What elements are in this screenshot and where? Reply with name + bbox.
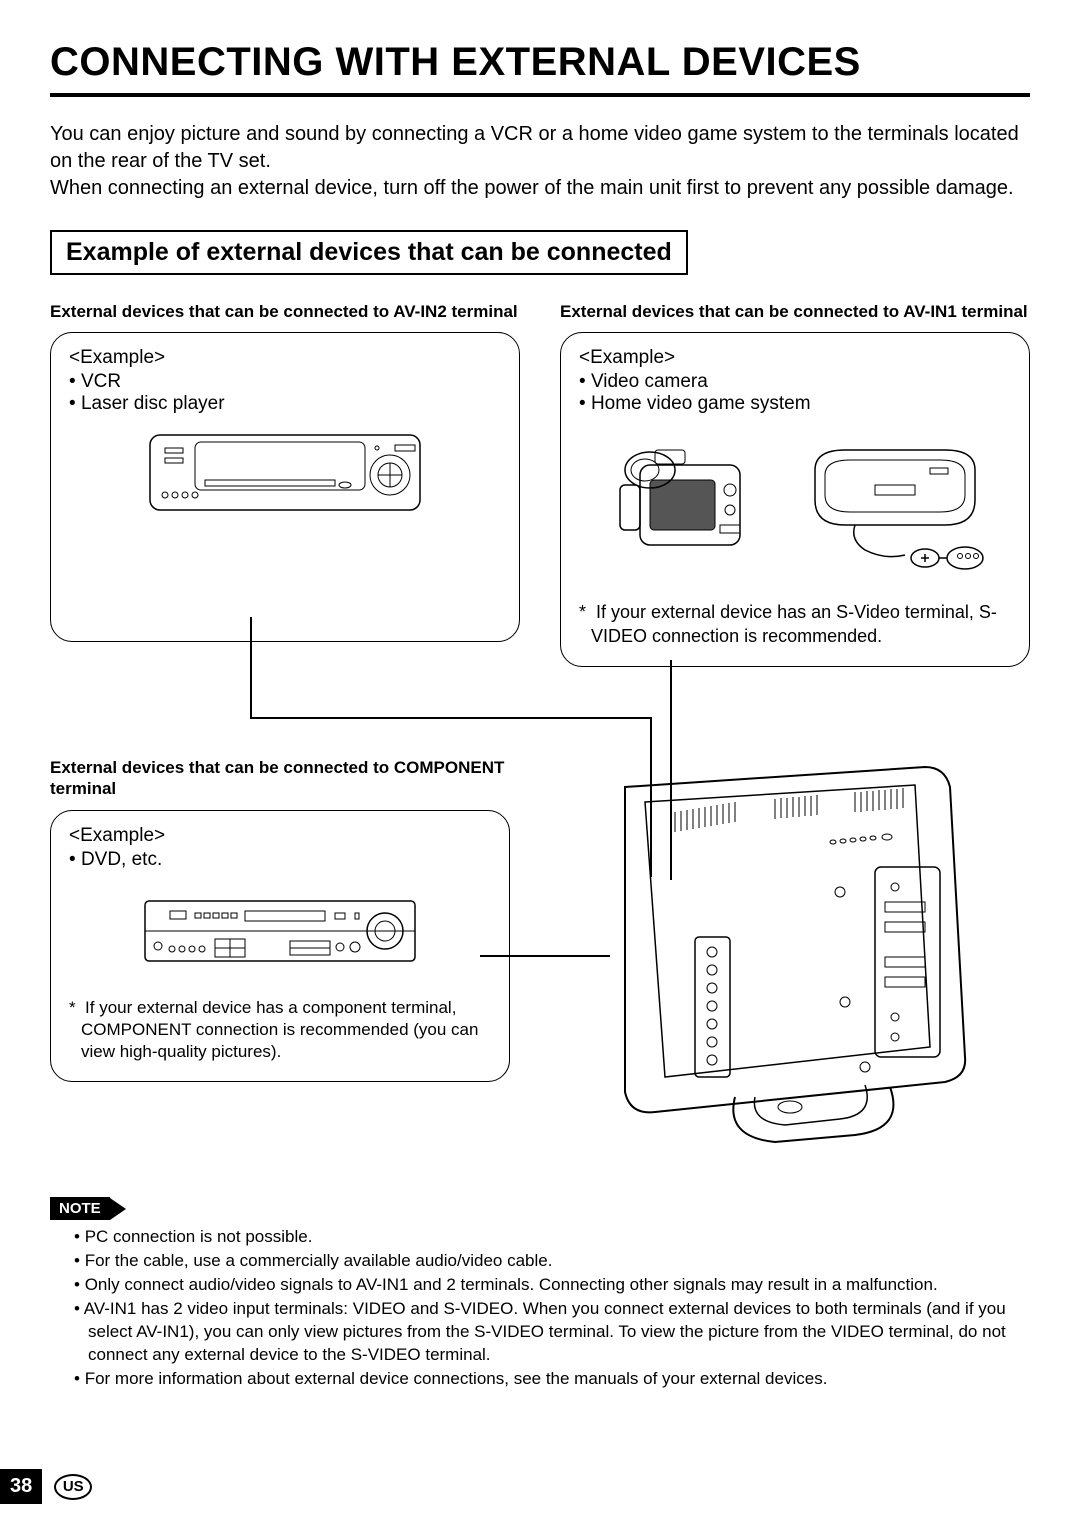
avin1-footnote: * If your external device has an S-Video…	[579, 601, 1011, 648]
intro-paragraph: You can enjoy picture and sound by conne…	[50, 121, 1030, 202]
note-label: NOTE	[50, 1197, 110, 1220]
component-footnote: * If your external device has a componen…	[69, 997, 491, 1063]
lower-row: External devices that can be connected t…	[50, 757, 1030, 1157]
list-item: DVD, etc.	[69, 849, 491, 871]
avin2-heading: External devices that can be connected t…	[50, 301, 520, 322]
page-footer: 38 US	[0, 1469, 92, 1504]
connector-line	[650, 717, 652, 877]
list-item: VCR	[69, 371, 501, 393]
list-item: For more information about external devi…	[74, 1368, 1030, 1391]
connector-line	[480, 955, 610, 957]
avin2-example-label: <Example>	[69, 347, 501, 369]
avin2-column: External devices that can be connected t…	[50, 301, 520, 667]
note-tag: NOTE	[50, 1197, 126, 1220]
page-number: 38	[0, 1469, 42, 1504]
component-device-list: DVD, etc.	[69, 849, 491, 871]
top-columns: External devices that can be connected t…	[50, 301, 1030, 667]
list-item: Home video game system	[579, 393, 1011, 415]
connector-line	[670, 660, 672, 880]
dvd-illustration	[69, 881, 491, 981]
avin1-device-list: Video camera Home video game system	[579, 371, 1011, 415]
notes-list: PC connection is not possible. For the c…	[50, 1226, 1030, 1391]
list-item: Video camera	[579, 371, 1011, 393]
avin1-column: External devices that can be connected t…	[560, 301, 1030, 667]
connector-line	[250, 617, 252, 717]
page-title: CONNECTING WITH EXTERNAL DEVICES	[50, 40, 1030, 97]
component-column: External devices that can be connected t…	[50, 757, 510, 1082]
component-example-label: <Example>	[69, 825, 491, 847]
avin1-example-box: <Example> Video camera Home video game s…	[560, 332, 1030, 667]
component-example-box: <Example> DVD, etc.	[50, 810, 510, 1082]
note-tag-arrow-icon	[110, 1198, 126, 1220]
section-header: Example of external devices that can be …	[50, 230, 688, 275]
list-item: Laser disc player	[69, 393, 501, 415]
camera-console-illustration	[579, 425, 1011, 585]
list-item: AV-IN1 has 2 video input terminals: VIDE…	[74, 1298, 1030, 1367]
avin1-heading: External devices that can be connected t…	[560, 301, 1030, 322]
list-item: PC connection is not possible.	[74, 1226, 1030, 1249]
avin1-example-label: <Example>	[579, 347, 1011, 369]
connector-line	[250, 717, 650, 719]
component-heading: External devices that can be connected t…	[50, 757, 510, 800]
region-badge: US	[54, 1474, 92, 1500]
vcr-illustration	[69, 425, 501, 525]
avin2-device-list: VCR Laser disc player	[69, 371, 501, 415]
tv-rear-illustration	[540, 757, 1030, 1157]
avin2-example-box: <Example> VCR Laser disc player	[50, 332, 520, 642]
list-item: For the cable, use a commercially availa…	[74, 1250, 1030, 1273]
list-item: Only connect audio/video signals to AV-I…	[74, 1274, 1030, 1297]
